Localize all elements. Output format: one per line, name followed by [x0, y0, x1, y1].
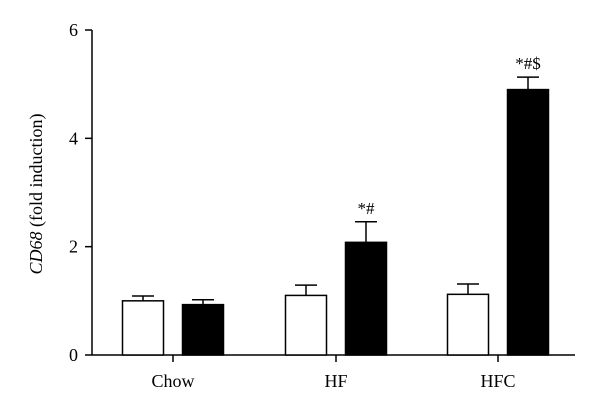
y-axis-label: CD68 (fold induction): [26, 114, 47, 275]
y-tick-label: 4: [69, 128, 78, 148]
x-tick-label: Chow: [151, 371, 194, 391]
x-axis: Chow HF HFC: [92, 354, 575, 391]
bar: [181, 303, 225, 356]
y-axis: 0 2 4 6: [69, 20, 93, 365]
x-tick-label: HFC: [480, 371, 515, 391]
bar: [284, 294, 328, 356]
y-tick-label: 2: [69, 237, 78, 257]
labels: *# *#$: [358, 54, 541, 218]
bar: [344, 241, 388, 356]
bar: [506, 88, 550, 356]
y-tick-label: 6: [69, 20, 78, 40]
significance-label: *#: [358, 199, 376, 218]
significance-label: *#$: [515, 54, 541, 73]
bar: [446, 293, 490, 356]
x-tick-label: HF: [324, 371, 347, 391]
y-tick-label: 0: [69, 345, 78, 365]
bar: [121, 300, 165, 356]
bars: [121, 76, 550, 356]
